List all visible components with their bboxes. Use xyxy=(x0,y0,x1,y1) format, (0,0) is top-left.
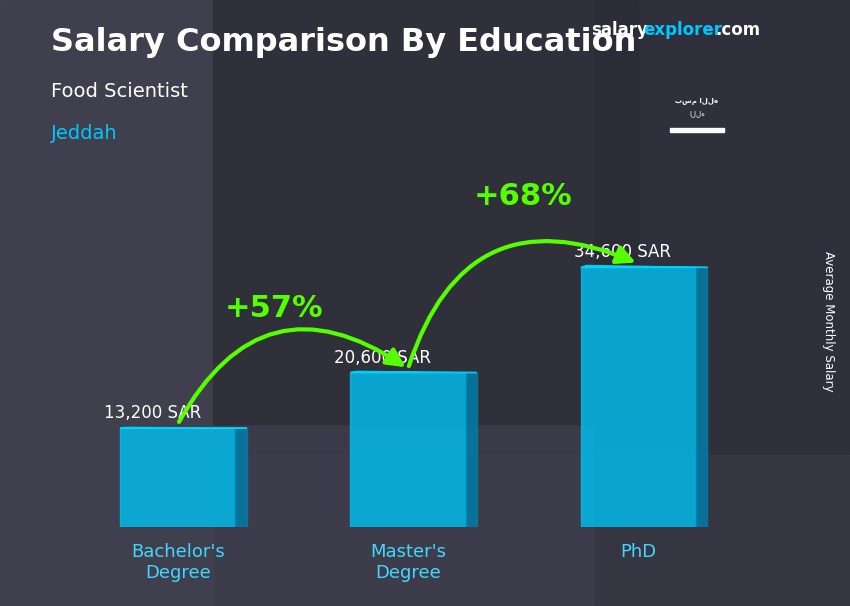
Bar xyxy=(0,0,212,606)
Bar xyxy=(581,267,696,527)
Bar xyxy=(595,0,850,606)
Polygon shape xyxy=(120,427,246,428)
Polygon shape xyxy=(581,265,707,267)
Text: Average Monthly Salary: Average Monthly Salary xyxy=(822,251,836,391)
Text: بسم الله: بسم الله xyxy=(676,97,718,104)
Text: 34,600 SAR: 34,600 SAR xyxy=(574,244,671,261)
Text: 20,600 SAR: 20,600 SAR xyxy=(334,348,431,367)
Text: الله: الله xyxy=(689,111,705,118)
Text: salary: salary xyxy=(591,21,648,39)
Text: Food Scientist: Food Scientist xyxy=(51,82,188,101)
Bar xyxy=(120,428,235,527)
FancyBboxPatch shape xyxy=(466,373,477,527)
Bar xyxy=(0,454,850,606)
Text: .com: .com xyxy=(716,21,761,39)
FancyBboxPatch shape xyxy=(235,428,246,527)
Text: 13,200 SAR: 13,200 SAR xyxy=(104,404,201,422)
Polygon shape xyxy=(350,371,477,373)
Text: explorer: explorer xyxy=(643,21,722,39)
Text: Jeddah: Jeddah xyxy=(51,124,117,143)
Text: Salary Comparison By Education: Salary Comparison By Education xyxy=(51,27,637,58)
Bar xyxy=(350,373,466,527)
Bar xyxy=(212,0,638,424)
FancyBboxPatch shape xyxy=(696,267,707,527)
Text: +68%: +68% xyxy=(473,182,573,210)
Text: +57%: +57% xyxy=(225,294,324,323)
Bar xyxy=(670,128,723,132)
